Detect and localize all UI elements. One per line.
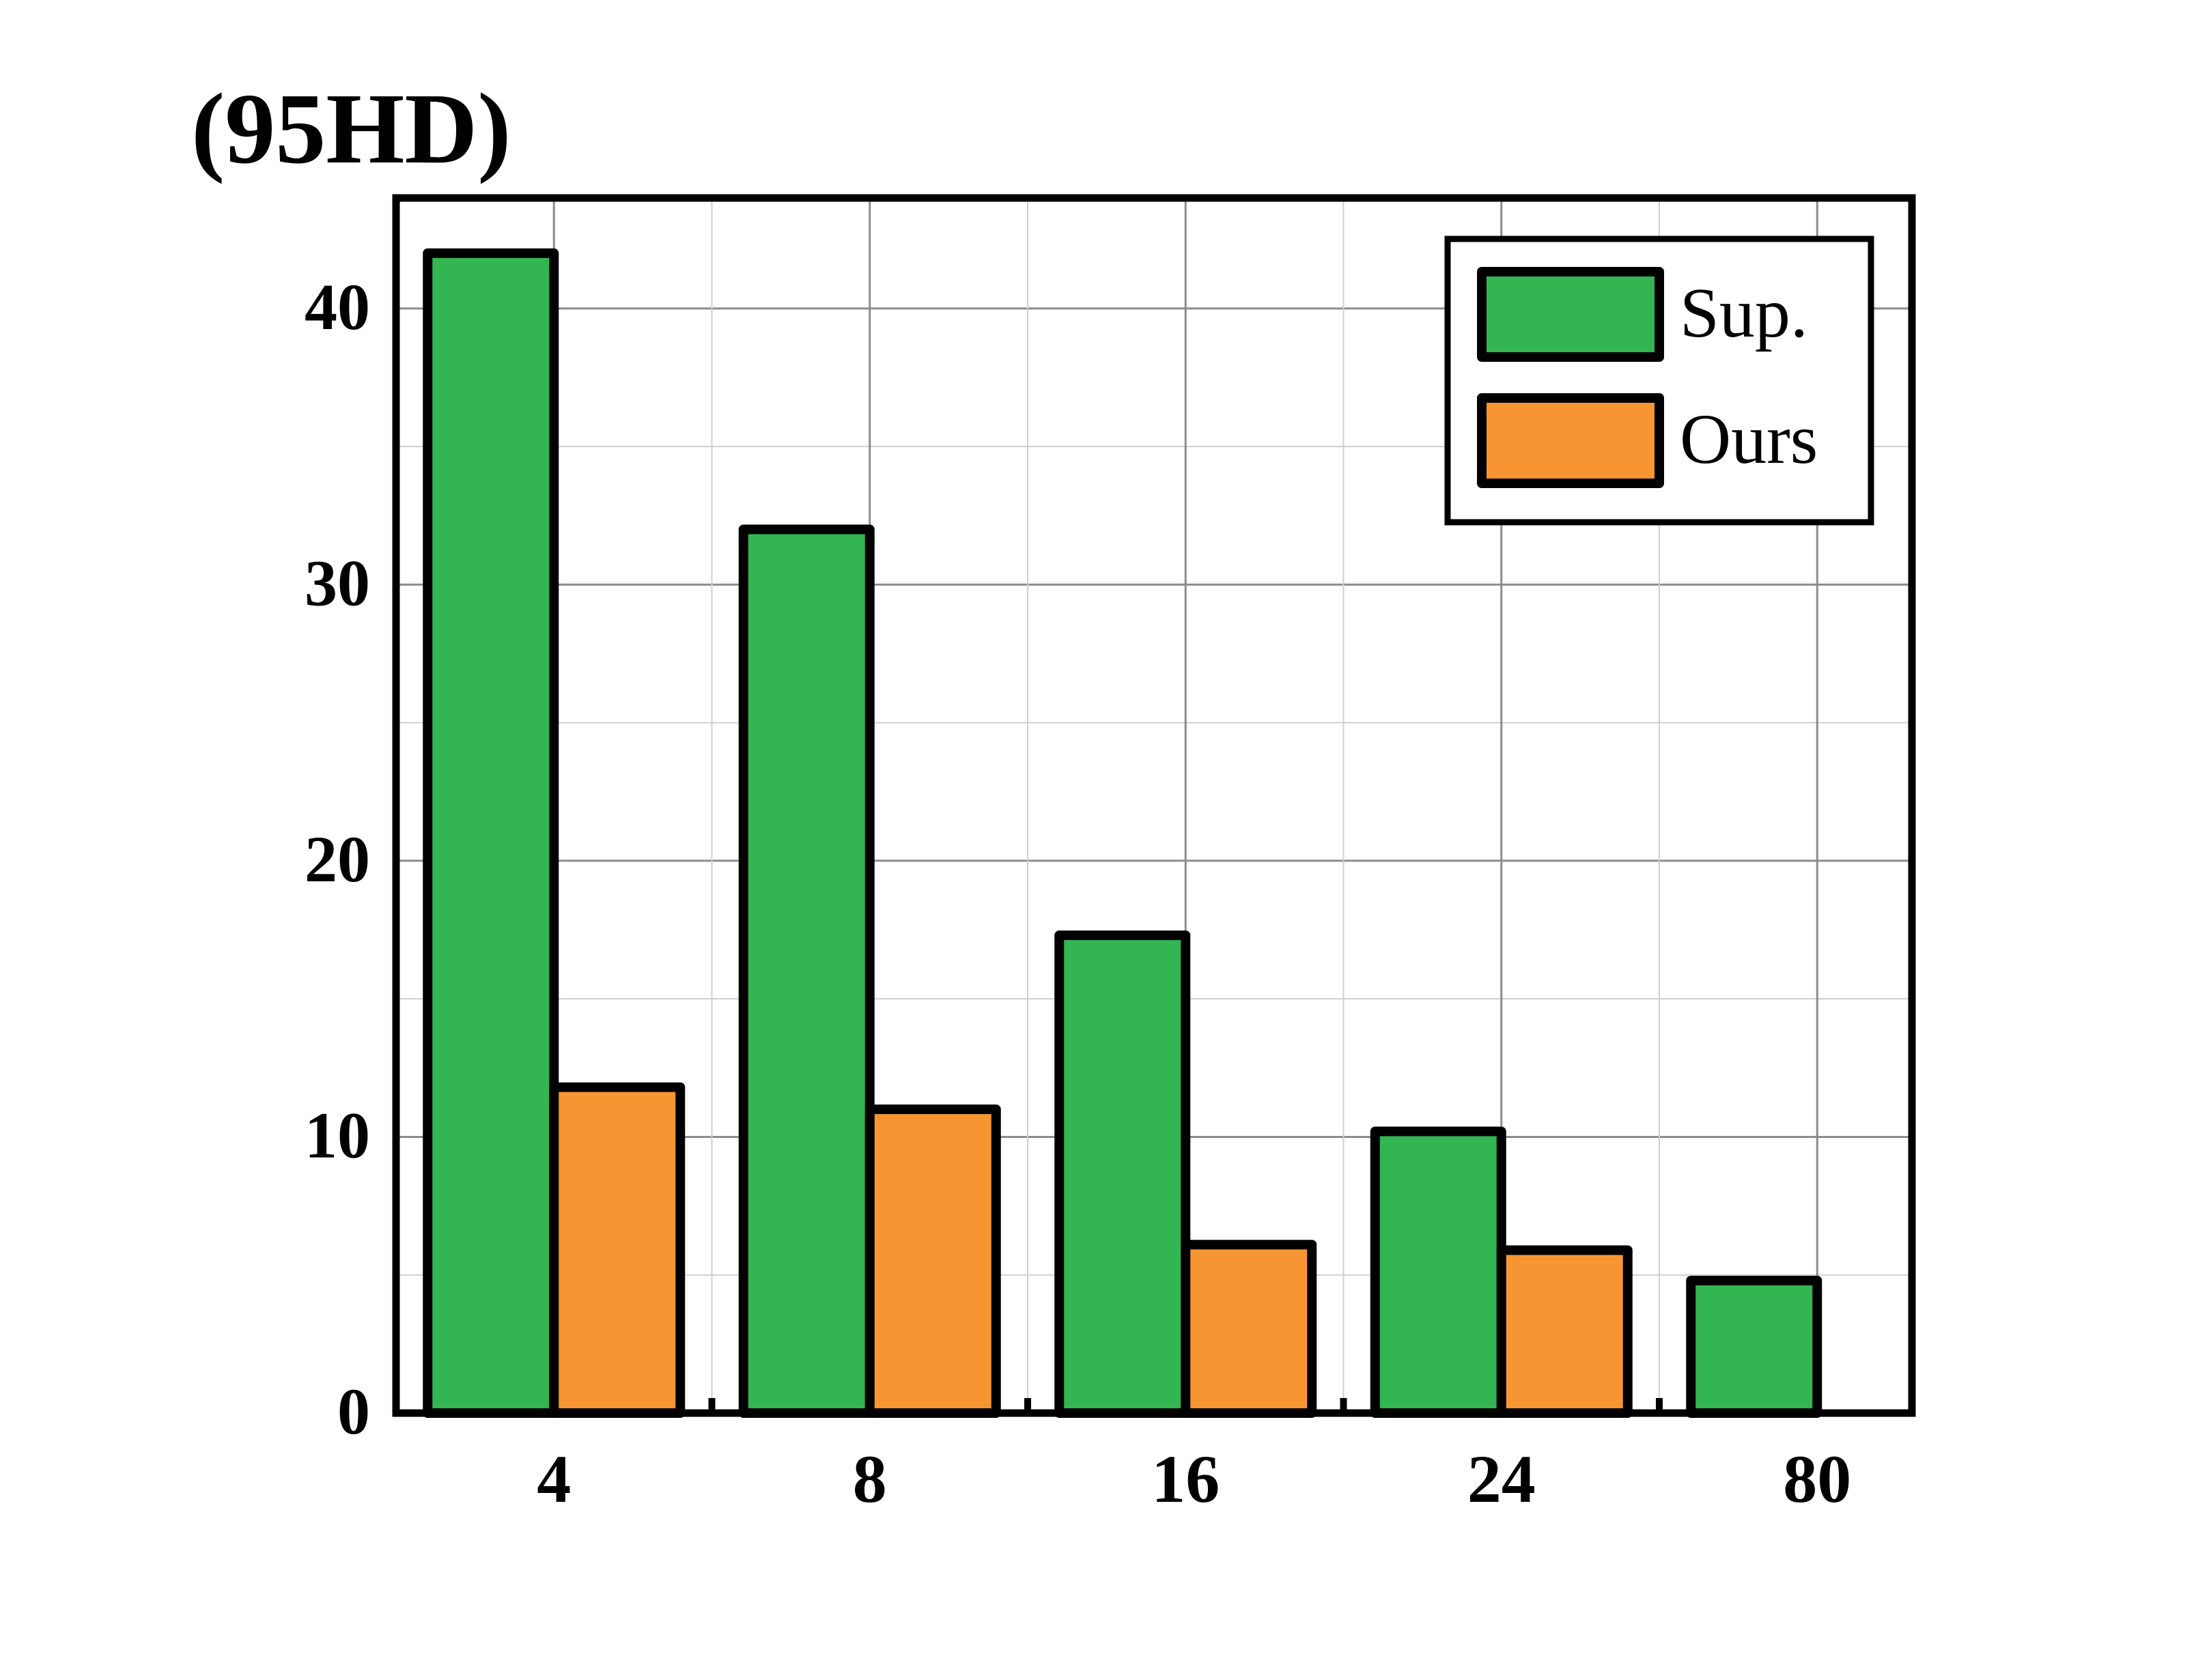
bar-sup-24	[1370, 1126, 1506, 1418]
chart-title: (95HD)	[191, 73, 511, 185]
legend: Sup. Ours	[1444, 236, 1874, 526]
tick-labels: 0 10 20 30 40 4 8 16 24 80	[305, 270, 1851, 1517]
y-tick-label: 0	[337, 1375, 370, 1448]
axes	[392, 194, 1916, 1417]
bar-ours-8	[864, 1105, 1001, 1418]
x-tick-label: 16	[1151, 1441, 1220, 1517]
x-tick-label: 80	[1783, 1441, 1851, 1517]
bar-ours-16	[1181, 1240, 1317, 1419]
bar-sup-80	[1686, 1275, 1822, 1419]
y-tick-label: 30	[305, 546, 370, 619]
y-tick-label: 20	[305, 823, 370, 896]
x-tick-label: 8	[853, 1441, 887, 1517]
bar-sup-16	[1054, 930, 1191, 1418]
bars	[423, 248, 1822, 1419]
legend-label: Ours	[1680, 400, 1818, 479]
legend-swatch	[1477, 267, 1664, 362]
y-tick-label: 10	[305, 1098, 370, 1171]
bar-ours-24	[1496, 1245, 1633, 1419]
plot-frame	[392, 194, 1916, 1417]
x-tick-label: 24	[1467, 1441, 1536, 1517]
y-tick-label: 40	[305, 270, 370, 343]
bar-ours-4	[549, 1082, 686, 1418]
legend-swatch	[1477, 393, 1664, 488]
x-tick-label: 4	[537, 1441, 571, 1517]
legend-label: Sup.	[1680, 274, 1808, 352]
bar-sup-8	[738, 524, 875, 1418]
bar-sup-4	[423, 248, 559, 1419]
